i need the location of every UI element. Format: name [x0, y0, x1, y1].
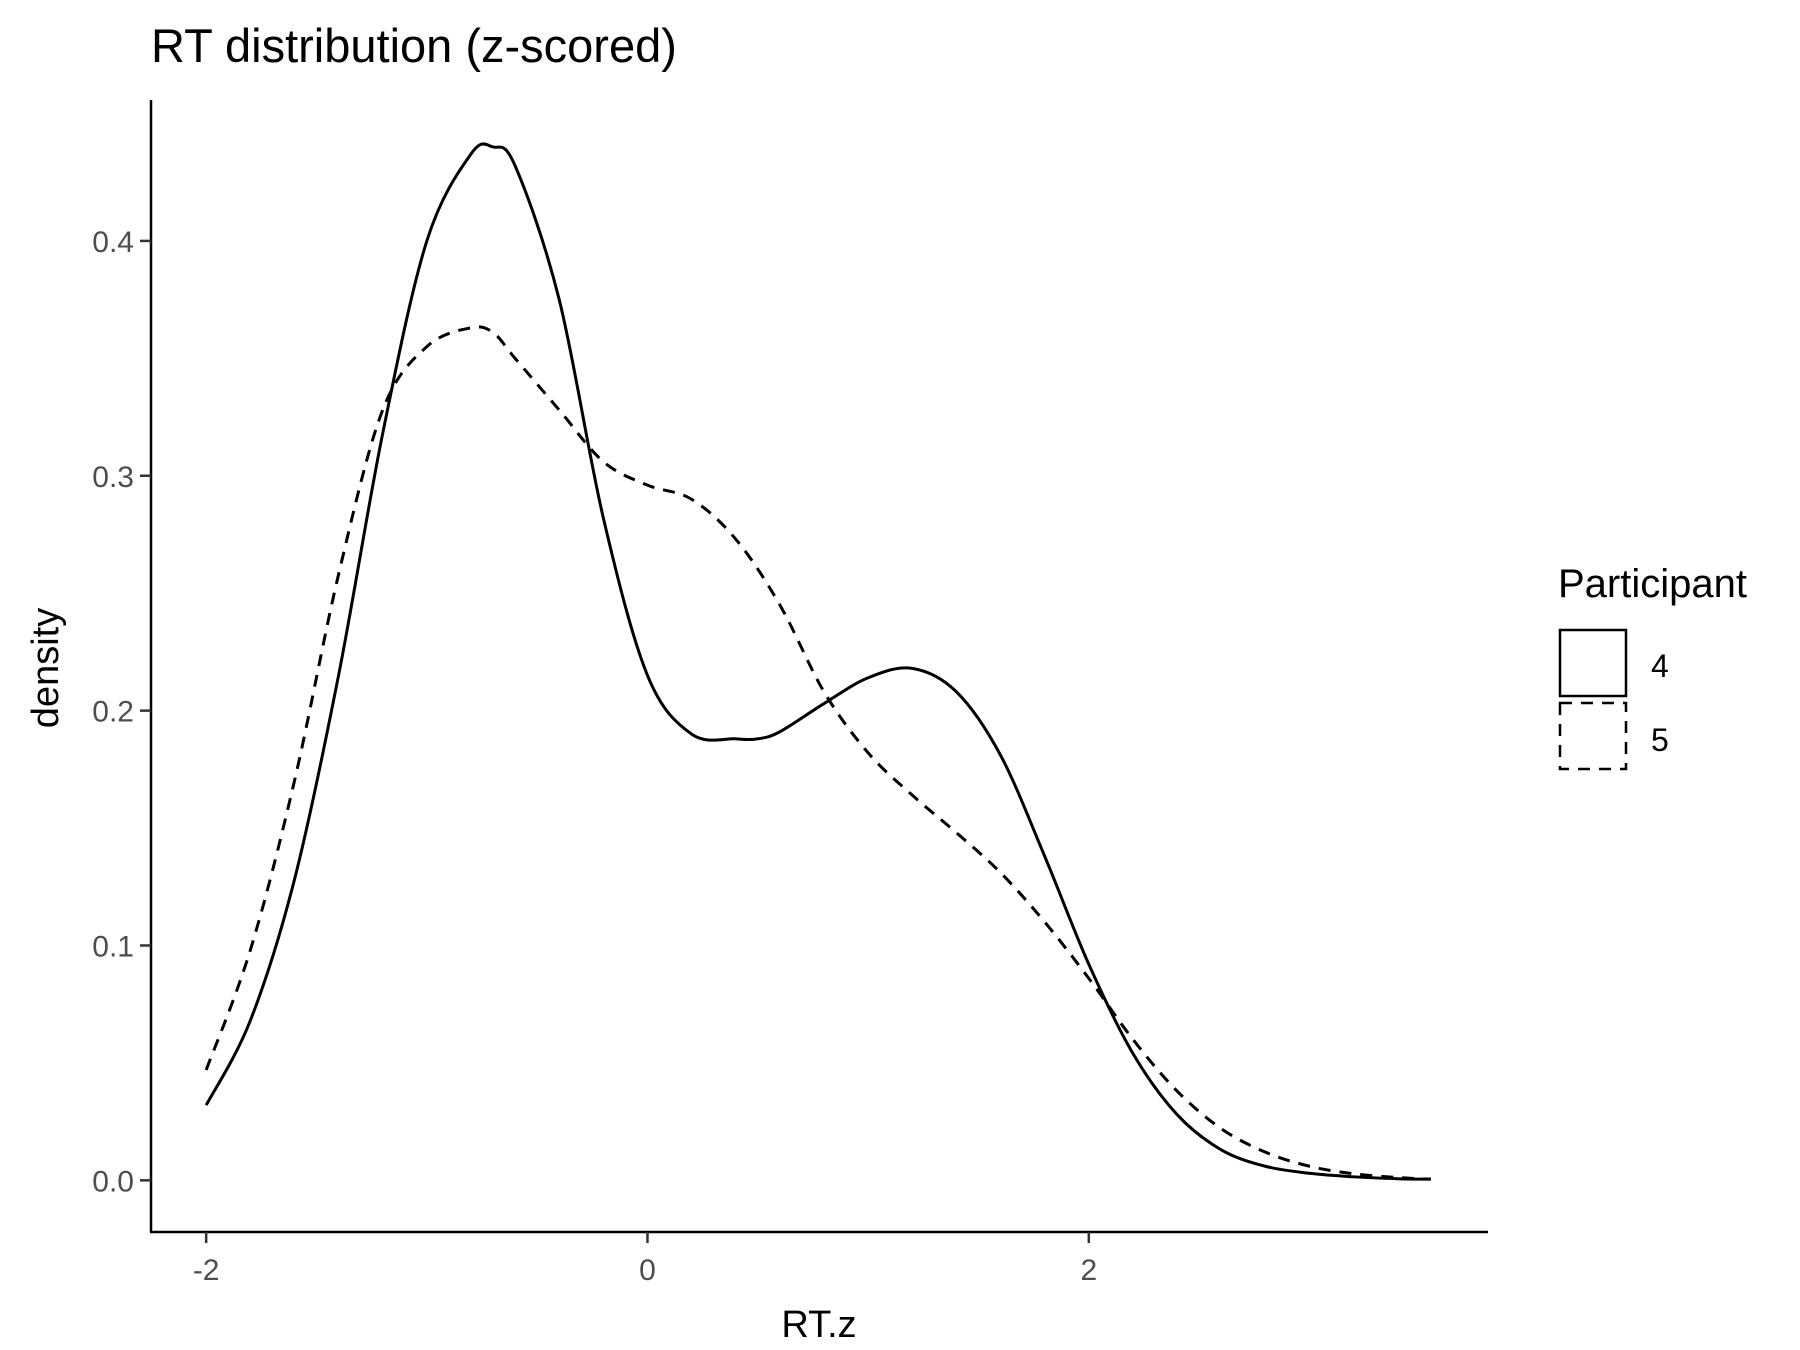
legend-key-4: 4 [1558, 628, 1669, 698]
x-axis-title: RT.z [781, 1304, 856, 1346]
x-tick-label: 0 [639, 1254, 656, 1287]
legend-label-5: 5 [1651, 722, 1669, 758]
x-tick-label: 2 [1080, 1254, 1097, 1287]
series-line-5 [204, 325, 1431, 1181]
plot-area [204, 142, 1431, 1181]
chart-title: RT distribution (z-scored) [151, 19, 677, 72]
y-tick-label: 0.4 [92, 226, 134, 259]
legend-key-5: 5 [1558, 701, 1669, 771]
x-tick-label: -2 [193, 1254, 220, 1287]
legend-title: Participant [1558, 562, 1747, 606]
y-tick-label: 0.3 [92, 461, 134, 494]
legend-swatch-solid [1558, 628, 1628, 698]
x-axis-ticks: -2 0 2 [193, 1232, 1097, 1287]
y-axis-ticks: 0.0 0.1 0.2 0.3 0.4 [92, 226, 151, 1198]
legend: Participant 4 5 [1558, 562, 1747, 771]
y-tick-label: 0.1 [92, 930, 134, 963]
y-tick-label: 0.0 [92, 1165, 134, 1198]
legend-swatch-dashed [1558, 701, 1628, 771]
y-axis-title: density [25, 608, 67, 728]
legend-label-4: 4 [1651, 648, 1669, 684]
series-layer [204, 142, 1431, 1181]
series-line-4 [204, 142, 1431, 1181]
y-tick-label: 0.2 [92, 696, 134, 729]
